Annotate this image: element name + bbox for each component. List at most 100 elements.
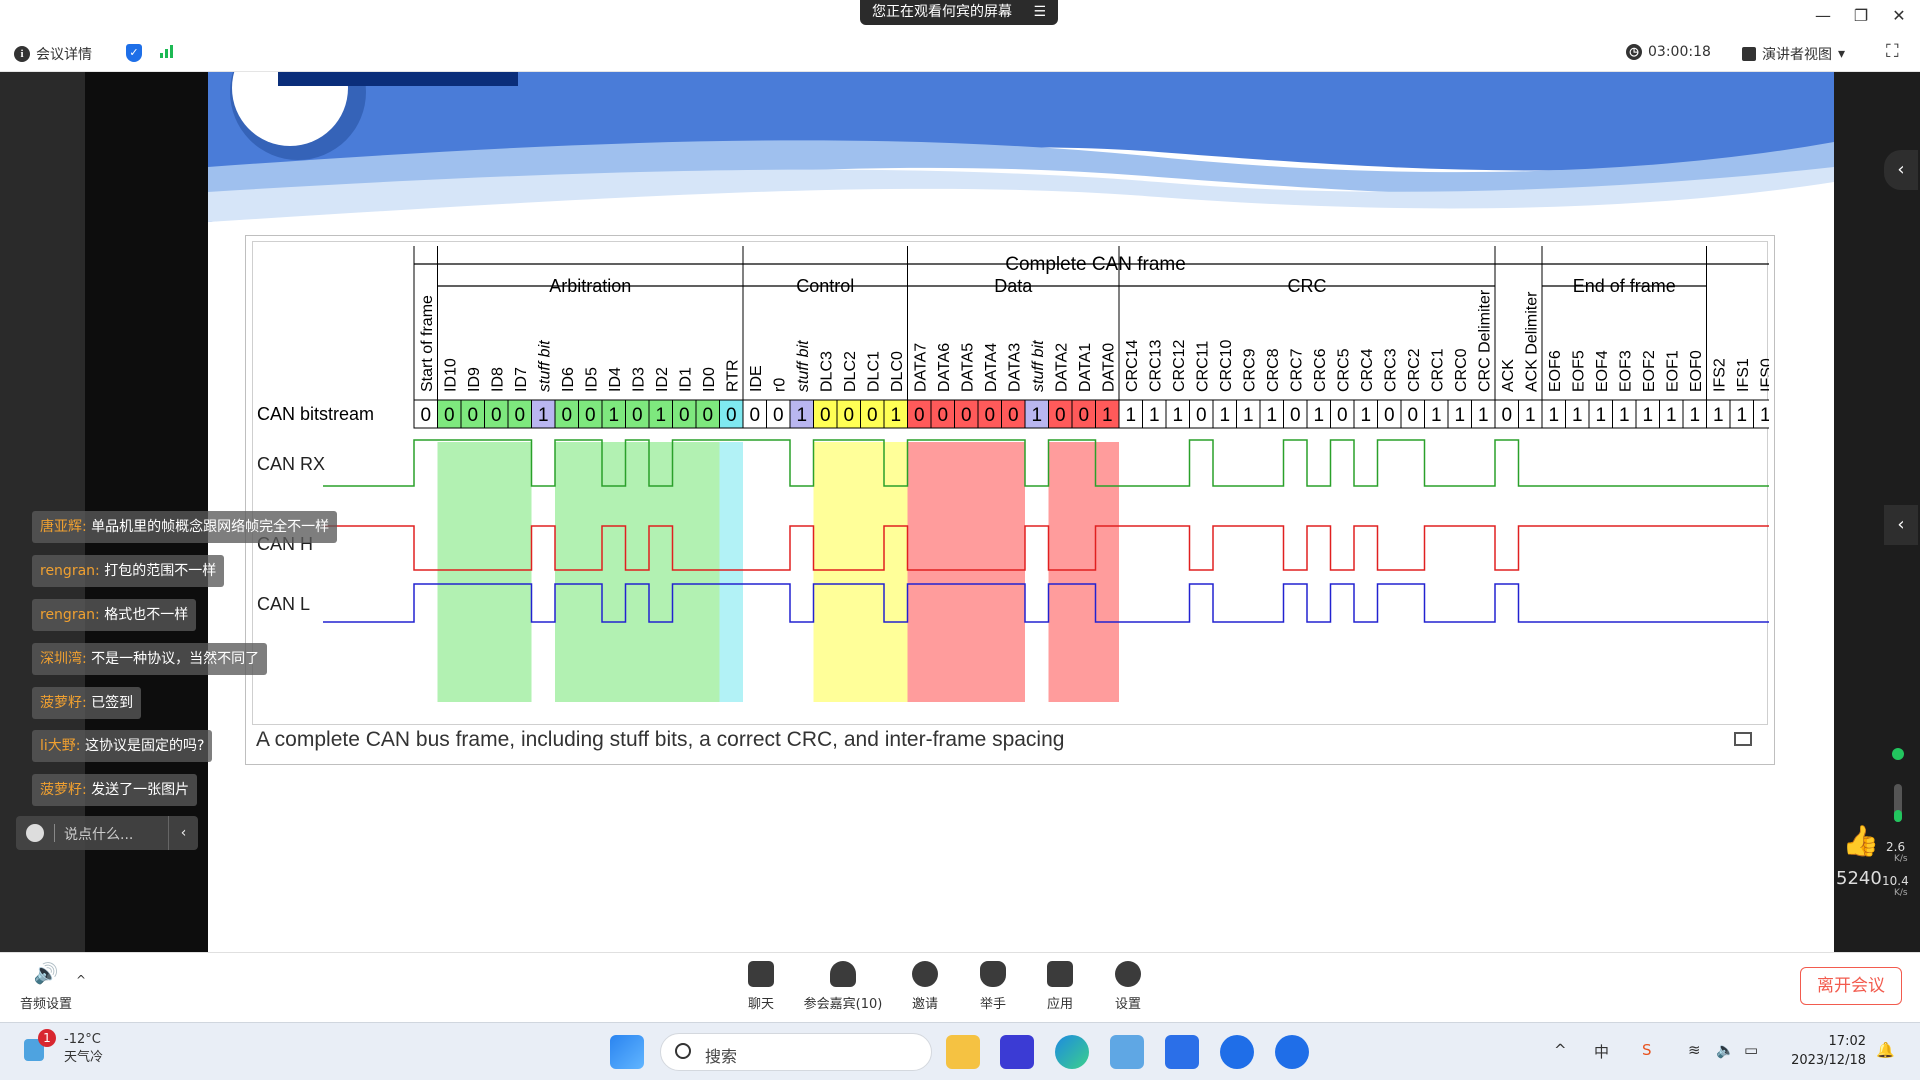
weather-widget[interactable]: -12°C 天气冷 (64, 1031, 103, 1067)
fullscreen-icon[interactable]: ⛶ (1886, 41, 1899, 62)
taskbar-search[interactable]: 搜索 (660, 1033, 932, 1071)
minimize-icon[interactable]: — (1815, 6, 1831, 25)
menu-icon[interactable]: ☰ (1033, 4, 1046, 20)
bit-value: 0 (726, 405, 737, 426)
layout-icon (1742, 47, 1756, 61)
band-shade (1001, 442, 1025, 702)
edge-browser-icon[interactable] (1055, 1035, 1089, 1069)
network-status-button[interactable] (160, 44, 173, 58)
band-shade (978, 442, 1002, 702)
bit-value: 0 (444, 405, 455, 426)
bit-value: 1 (1595, 405, 1606, 426)
system-clock[interactable]: 17:02 2023/12/18 (1786, 1032, 1866, 1070)
bit-value: 0 (961, 405, 972, 426)
download-rate: 10.4 (1882, 874, 1909, 888)
chat-message: li大野: 这协议是固定的吗? (32, 730, 213, 762)
shared-screen: Complete CAN frame Arbitration Control Data… (208, 72, 1834, 952)
chat-input-placeholder: 说点什么... (64, 827, 134, 843)
field-label: DATA1 (1077, 343, 1094, 392)
volume-icon[interactable]: 🔈 (1716, 1041, 1735, 1059)
battery-icon[interactable]: ▭ (1744, 1041, 1759, 1059)
bit-value: 0 (1384, 405, 1395, 426)
field-label: Start of frame (419, 295, 436, 392)
field-label: DATA4 (983, 343, 1000, 392)
ime-indicator[interactable]: 中 (1594, 1043, 1610, 1061)
participants-button[interactable]: 参会嘉宾(10) (802, 961, 884, 1012)
notification-bell-icon[interactable]: 🔔 (1876, 1041, 1895, 1059)
meeting-timer: ◷ 03:00:18 (1626, 44, 1711, 60)
security-button[interactable]: ✓ (126, 44, 142, 62)
field-label: DLC1 (865, 351, 882, 392)
bit-value: 0 (585, 405, 596, 426)
meeting-details-button[interactable]: i 会议详情 (14, 44, 92, 64)
field-label: ID4 (607, 367, 624, 392)
chat-message: 唐亚辉: 单品机里的帧概念跟网络帧完全不一样 (32, 511, 338, 543)
leave-meeting-button[interactable]: 离开会议 (1800, 967, 1902, 1005)
chat-input[interactable]: 说点什么... ‹ (16, 816, 198, 850)
close-icon[interactable]: ✕ (1892, 6, 1906, 25)
bit-value: 1 (1431, 405, 1442, 426)
sogou-icon[interactable]: S (1642, 1041, 1652, 1059)
bit-value: 0 (702, 405, 713, 426)
bit-value: 0 (467, 405, 478, 426)
control-panel-icon[interactable] (1110, 1035, 1144, 1069)
status-dot (1892, 748, 1904, 760)
chevron-up-icon[interactable]: ^ (76, 973, 87, 987)
field-label: CRC4 (1359, 348, 1376, 392)
field-label: CRC12 (1171, 339, 1188, 392)
windows-start-icon[interactable] (610, 1035, 644, 1069)
field-label: EOF6 (1547, 350, 1564, 392)
chevron-left-icon[interactable]: ‹ (1884, 505, 1918, 545)
emoji-icon[interactable] (26, 824, 44, 842)
chevron-left-icon[interactable]: ‹ (1884, 150, 1918, 190)
band-shade (555, 442, 579, 702)
settings-button[interactable]: 设置 (1088, 961, 1168, 1012)
share-banner[interactable]: 您正在观看何宾的屏幕 ☰ (860, 0, 1058, 25)
bit-value: 1 (1525, 405, 1536, 426)
bit-value: 1 (890, 405, 901, 426)
restore-icon[interactable]: ❐ (1853, 6, 1869, 25)
bit-value: 1 (1572, 405, 1583, 426)
field-label: DLC0 (889, 351, 906, 392)
field-label: CRC9 (1241, 348, 1258, 392)
field-label: CRC Delimiter (1476, 289, 1493, 392)
invite-icon (912, 961, 938, 987)
field-label: CRC14 (1124, 339, 1141, 392)
field-label: IFS0 (1758, 358, 1769, 392)
chevron-left-icon[interactable]: ‹ (168, 816, 198, 850)
bit-value: 1 (1689, 405, 1700, 426)
chevron-up-icon[interactable]: ^ (1554, 1041, 1567, 1059)
field-label: ID0 (701, 367, 718, 392)
feishu-icon[interactable] (1220, 1035, 1254, 1069)
wifi-icon[interactable]: ≋ (1688, 1041, 1701, 1059)
invite-button[interactable]: 邀请 (885, 961, 965, 1012)
signal-bars-icon (160, 44, 173, 58)
chat-message: 菠萝籽: 已签到 (32, 687, 142, 719)
clock-icon: ◷ (1626, 44, 1642, 60)
meeting-app-icon[interactable] (1165, 1035, 1199, 1069)
audio-settings-button[interactable]: 🔊 音频设置 (19, 961, 72, 1012)
can-l-waveform (323, 583, 1777, 623)
bit-value: 0 (632, 405, 643, 426)
app-icon[interactable] (1000, 1035, 1034, 1069)
bit-value: 0 (773, 405, 784, 426)
section-label: End of frame (1573, 276, 1676, 296)
feishu-meeting-icon[interactable] (1275, 1035, 1309, 1069)
apps-button[interactable]: 应用 (1020, 961, 1100, 1012)
raise-hand-button[interactable]: 举手 (953, 961, 1033, 1012)
speaker-icon: 🔊 (33, 961, 59, 985)
bit-value: 0 (843, 405, 854, 426)
band-shade (907, 442, 931, 702)
view-mode-dropdown[interactable]: 演讲者视图 ▾ (1742, 44, 1845, 64)
expand-icon[interactable] (1734, 732, 1752, 746)
bit-value: 1 (538, 405, 549, 426)
chat-button[interactable]: 聊天 (721, 961, 801, 1012)
thermometer-icon (24, 1039, 44, 1061)
thumbs-up-icon[interactable]: 👍 (1842, 824, 1880, 859)
band-shade (696, 442, 720, 702)
band-shade (1048, 442, 1072, 702)
field-label: ID2 (654, 367, 671, 392)
chat-icon (748, 961, 774, 987)
file-explorer-icon[interactable] (946, 1035, 980, 1069)
bit-value: 1 (796, 405, 807, 426)
